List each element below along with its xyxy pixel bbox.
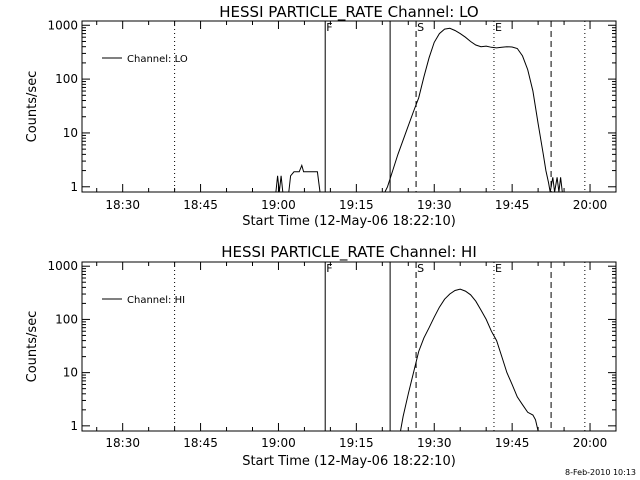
legend-label: Channel: LO: [127, 54, 188, 65]
event-marker-label: E: [495, 262, 502, 275]
hi-channel-panel: HESSI PARTICLE_RATE Channel: HI 18:30 18:4…: [25, 243, 617, 469]
y-tick-label: 10: [63, 366, 78, 380]
series-line: [400, 288, 539, 432]
plot-frame: [81, 20, 617, 193]
plot-frame: [81, 261, 617, 432]
x-tick-label: 19:00: [261, 198, 296, 212]
x-tick-label: 19:15: [339, 198, 374, 212]
event-marker-label: F: [326, 21, 332, 34]
x-tick-label: 19:45: [495, 198, 530, 212]
y-tick-label: 1000: [47, 18, 78, 32]
series-line: [275, 175, 284, 193]
x-tick-label: 18:45: [183, 198, 218, 212]
x-tick-label: 18:30: [105, 198, 140, 212]
y-tick-label: 1: [70, 180, 78, 194]
x-tick-label: 18:45: [183, 436, 218, 450]
x-tick-label: 19:30: [417, 436, 452, 450]
x-tick-label: 19:00: [261, 436, 296, 450]
x-tick-label: 20:00: [573, 436, 608, 450]
series-line: [288, 163, 321, 193]
y-axis-label: Counts/sec: [25, 311, 40, 383]
y-tick-label: 100: [55, 72, 78, 86]
y-tick-label: 1: [70, 419, 78, 433]
x-tick-label: 18:30: [105, 436, 140, 450]
y-tick-label: 100: [55, 312, 78, 326]
x-tick-label: 20:00: [573, 198, 608, 212]
chart-title: HESSI PARTICLE_RATE Channel: HI: [221, 243, 477, 262]
legend-label: Channel: HI: [127, 295, 185, 306]
chart-title: HESSI PARTICLE_RATE Channel: LO: [219, 3, 478, 22]
timestamp-footer: 8-Feb-2010 10:13: [565, 468, 636, 477]
x-axis-label: Start Time (12-May-06 18:22:10): [242, 454, 456, 469]
lo-channel-panel: HESSI PARTICLE_RATE Channel: LO 18:30 18:4…: [25, 3, 617, 229]
event-marker-label: S: [417, 21, 424, 34]
event-marker-label: E: [495, 21, 502, 34]
x-tick-label: 19:45: [495, 436, 530, 450]
y-tick-label: 10: [63, 126, 78, 140]
y-tick-label: 1000: [47, 259, 78, 273]
x-axis-label: Start Time (12-May-06 18:22:10): [242, 214, 456, 229]
y-axis-label: Counts/sec: [25, 71, 40, 143]
x-tick-label: 19:30: [417, 198, 452, 212]
series-line: [384, 27, 563, 193]
event-marker-label: F: [326, 262, 332, 275]
event-marker-label: S: [417, 262, 424, 275]
x-tick-label: 19:15: [339, 436, 374, 450]
